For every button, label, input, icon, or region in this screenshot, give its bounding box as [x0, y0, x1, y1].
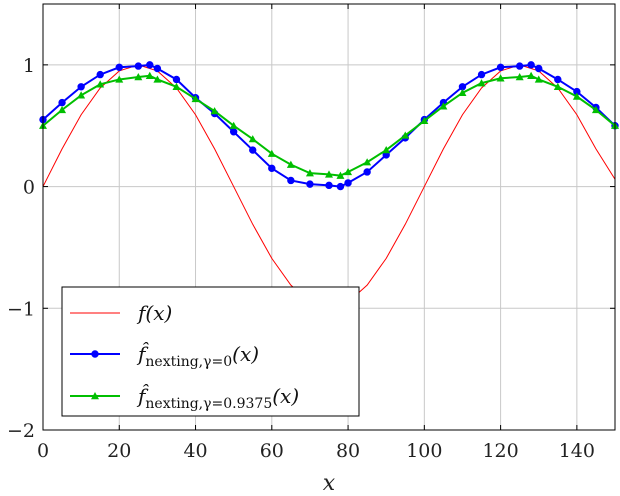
series-1-point-6	[146, 61, 154, 69]
x-tick-label-7: 140	[559, 440, 595, 462]
series-1-point-1	[58, 98, 66, 107]
series-2-point-26	[496, 74, 505, 82]
x-tick-label-2: 40	[183, 440, 207, 462]
series-2-point-5	[134, 73, 143, 81]
series-line-1	[42, 63, 616, 188]
legend-entry-2: f̂nexting,γ=0.9375(x)	[136, 384, 299, 412]
x-tick-label-3: 60	[260, 440, 284, 462]
x-tick-label-5: 100	[406, 440, 442, 462]
series-1-point-29	[535, 64, 543, 73]
legend-box	[61, 286, 360, 417]
series-2-point-17	[336, 171, 345, 179]
y-tick-label-2: 0	[23, 177, 35, 199]
series-2-point-10	[210, 107, 219, 115]
series-2-point-6	[145, 71, 154, 80]
legend-marker-2	[91, 392, 99, 400]
series-1-point-12	[249, 146, 257, 154]
series-2-point-12	[248, 135, 257, 143]
series-1-point-15	[306, 180, 314, 188]
series-1-point-26	[496, 63, 505, 71]
series-2-point-2	[77, 91, 86, 99]
series-2-point-31	[572, 92, 581, 100]
series-1-point-28	[527, 61, 535, 69]
series-1-point-30	[554, 75, 562, 84]
series-1-point-3	[96, 70, 104, 79]
series-1-point-16	[325, 181, 333, 190]
series-1-point-19	[363, 168, 371, 176]
series-2-point-4	[115, 75, 124, 83]
series-2-point-1	[58, 105, 67, 114]
y-tick-label-3: 1	[23, 55, 35, 77]
y-tick-label-0: −2	[7, 420, 35, 442]
series-1-point-25	[477, 70, 486, 79]
series-2-point-29	[534, 75, 543, 83]
series-line-2	[42, 74, 616, 177]
series-1-point-4	[115, 63, 123, 71]
series-2-point-21	[401, 131, 410, 139]
series-2-point-24	[458, 88, 467, 97]
series-2-point-19	[363, 158, 372, 166]
ticks: 0 20 40 60 80 100 120 140 −2 −1 0 1	[7, 4, 615, 462]
y-tick-label-1: −1	[7, 298, 35, 320]
series-1-point-17	[336, 182, 345, 191]
series-2-point-27	[515, 73, 524, 81]
series-2-point-20	[382, 146, 391, 154]
plot-frame	[42, 3, 616, 431]
series-2-point-16	[325, 170, 333, 178]
x-axis-label: x	[323, 471, 336, 496]
series-1-point-7	[153, 64, 162, 73]
series-layer	[39, 61, 619, 309]
legend-entry-0: f(x)	[136, 301, 172, 325]
series-2-point-22	[420, 116, 429, 125]
x-tick-label-6: 120	[482, 440, 518, 462]
series-2-point-23	[439, 102, 448, 110]
series-2-point-32	[591, 105, 600, 114]
x-tick-label-1: 20	[107, 440, 131, 462]
series-2-point-18	[344, 167, 353, 176]
series-2-point-25	[477, 79, 486, 87]
series-1-point-11	[229, 128, 238, 136]
series-2	[39, 71, 619, 179]
series-2-point-11	[229, 121, 238, 129]
series-2-point-14	[286, 160, 295, 168]
series-2-point-28	[527, 71, 536, 80]
series-2-point-30	[553, 82, 562, 90]
legend-marker-1	[91, 350, 99, 358]
series-2-point-15	[305, 169, 314, 177]
series-1-point-27	[515, 62, 524, 70]
series-1-point-14	[287, 176, 295, 185]
legend: f(x) f̂nexting,γ=0(x) f̂nexting,γ=0.9375(x…	[61, 286, 360, 417]
series-1-point-8	[172, 75, 181, 84]
legend-entry-1: f̂nexting,γ=0(x)	[136, 342, 259, 370]
x-tick-label-4: 80	[336, 440, 360, 462]
series-1	[39, 61, 619, 191]
series-1-point-13	[268, 164, 276, 173]
x-tick-label-0: 0	[37, 440, 49, 462]
series-1-point-2	[77, 83, 85, 91]
series-1-point-5	[134, 62, 143, 70]
series-2-point-9	[191, 94, 200, 103]
series-2-point-8	[172, 82, 181, 90]
series-1-point-18	[344, 179, 352, 187]
series-2-point-13	[267, 149, 276, 157]
series-2-point-7	[153, 75, 162, 83]
series-2-point-3	[96, 80, 105, 88]
